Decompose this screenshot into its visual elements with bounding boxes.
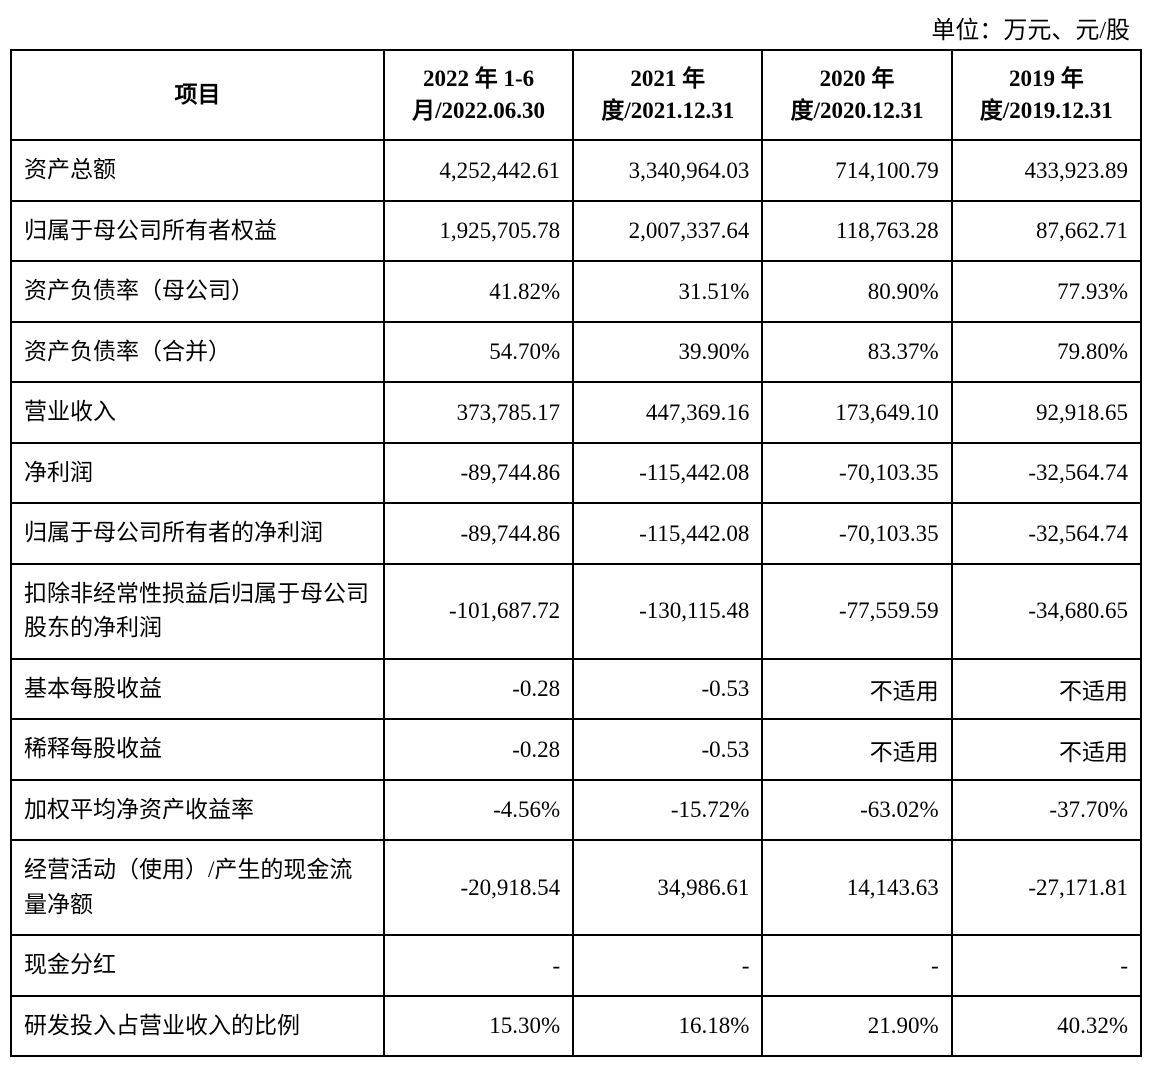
- value-cell: 41.82%: [384, 261, 573, 322]
- value-cell: 16.18%: [573, 996, 762, 1057]
- value-cell: 92,918.65: [952, 382, 1141, 443]
- item-cell: 经营活动（使用）/产生的现金流量净额: [11, 840, 384, 935]
- value-cell: -101,687.72: [384, 564, 573, 659]
- value-cell: -0.28: [384, 659, 573, 720]
- value-cell: 118,763.28: [762, 201, 951, 262]
- value-cell: -0.53: [573, 659, 762, 720]
- value-cell: -37.70%: [952, 780, 1141, 841]
- col-header-2019: 2019 年度/2019.12.31: [952, 50, 1141, 140]
- value-cell: -: [573, 935, 762, 996]
- value-cell: 1,925,705.78: [384, 201, 573, 262]
- value-cell: -: [762, 935, 951, 996]
- item-cell: 归属于母公司所有者权益: [11, 201, 384, 262]
- value-cell: -32,564.74: [952, 443, 1141, 504]
- item-cell: 现金分红: [11, 935, 384, 996]
- value-cell: -70,103.35: [762, 443, 951, 504]
- value-cell: 34,986.61: [573, 840, 762, 935]
- value-cell: -0.53: [573, 719, 762, 780]
- item-cell: 加权平均净资产收益率: [11, 780, 384, 841]
- financial-table: 项目 2022 年 1-6 月/2022.06.30 2021 年度/2021.…: [10, 49, 1142, 1057]
- value-cell: 83.37%: [762, 322, 951, 383]
- value-cell: 不适用: [952, 659, 1141, 720]
- item-cell: 归属于母公司所有者的净利润: [11, 503, 384, 564]
- table-row: 资产负债率（合并） 54.70% 39.90% 83.37% 79.80%: [11, 322, 1141, 383]
- item-cell: 营业收入: [11, 382, 384, 443]
- col-header-2021: 2021 年度/2021.12.31: [573, 50, 762, 140]
- value-cell: 不适用: [762, 719, 951, 780]
- table-row: 稀释每股收益 -0.28 -0.53 不适用 不适用: [11, 719, 1141, 780]
- col-header-2020: 2020 年度/2020.12.31: [762, 50, 951, 140]
- table-row: 营业收入 373,785.17 447,369.16 173,649.10 92…: [11, 382, 1141, 443]
- value-cell: -: [952, 935, 1141, 996]
- value-cell: 不适用: [952, 719, 1141, 780]
- value-cell: 87,662.71: [952, 201, 1141, 262]
- value-cell: 373,785.17: [384, 382, 573, 443]
- value-cell: 79.80%: [952, 322, 1141, 383]
- item-cell: 资产负债率（合并）: [11, 322, 384, 383]
- value-cell: -63.02%: [762, 780, 951, 841]
- item-cell: 稀释每股收益: [11, 719, 384, 780]
- col-header-2022h1: 2022 年 1-6 月/2022.06.30: [384, 50, 573, 140]
- col-header-item: 项目: [11, 50, 384, 140]
- value-cell: -70,103.35: [762, 503, 951, 564]
- value-cell: -20,918.54: [384, 840, 573, 935]
- table-row: 归属于母公司所有者权益 1,925,705.78 2,007,337.64 11…: [11, 201, 1141, 262]
- table-row: 扣除非经常性损益后归属于母公司股东的净利润 -101,687.72 -130,1…: [11, 564, 1141, 659]
- table-row: 加权平均净资产收益率 -4.56% -15.72% -63.02% -37.70…: [11, 780, 1141, 841]
- item-cell: 资产总额: [11, 140, 384, 201]
- value-cell: -89,744.86: [384, 503, 573, 564]
- value-cell: 433,923.89: [952, 140, 1141, 201]
- table-row: 基本每股收益 -0.28 -0.53 不适用 不适用: [11, 659, 1141, 720]
- item-cell: 基本每股收益: [11, 659, 384, 720]
- value-cell: -15.72%: [573, 780, 762, 841]
- value-cell: 80.90%: [762, 261, 951, 322]
- value-cell: -34,680.65: [952, 564, 1141, 659]
- value-cell: -: [384, 935, 573, 996]
- value-cell: 不适用: [762, 659, 951, 720]
- value-cell: 2,007,337.64: [573, 201, 762, 262]
- table-body: 资产总额 4,252,442.61 3,340,964.03 714,100.7…: [11, 140, 1141, 1056]
- value-cell: 14,143.63: [762, 840, 951, 935]
- value-cell: -77,559.59: [762, 564, 951, 659]
- table-row: 资产总额 4,252,442.61 3,340,964.03 714,100.7…: [11, 140, 1141, 201]
- value-cell: -27,171.81: [952, 840, 1141, 935]
- table-header-row: 项目 2022 年 1-6 月/2022.06.30 2021 年度/2021.…: [11, 50, 1141, 140]
- value-cell: 40.32%: [952, 996, 1141, 1057]
- value-cell: 15.30%: [384, 996, 573, 1057]
- value-cell: 173,649.10: [762, 382, 951, 443]
- item-cell: 资产负债率（母公司）: [11, 261, 384, 322]
- value-cell: 447,369.16: [573, 382, 762, 443]
- item-cell: 净利润: [11, 443, 384, 504]
- value-cell: -4.56%: [384, 780, 573, 841]
- value-cell: 54.70%: [384, 322, 573, 383]
- value-cell: 39.90%: [573, 322, 762, 383]
- value-cell: -32,564.74: [952, 503, 1141, 564]
- value-cell: 21.90%: [762, 996, 951, 1057]
- item-cell: 研发投入占营业收入的比例: [11, 996, 384, 1057]
- value-cell: 714,100.79: [762, 140, 951, 201]
- value-cell: 4,252,442.61: [384, 140, 573, 201]
- value-cell: 31.51%: [573, 261, 762, 322]
- table-row: 现金分红 - - - -: [11, 935, 1141, 996]
- value-cell: -89,744.86: [384, 443, 573, 504]
- table-row: 归属于母公司所有者的净利润 -89,744.86 -115,442.08 -70…: [11, 503, 1141, 564]
- value-cell: 77.93%: [952, 261, 1141, 322]
- table-row: 经营活动（使用）/产生的现金流量净额 -20,918.54 34,986.61 …: [11, 840, 1141, 935]
- value-cell: -115,442.08: [573, 443, 762, 504]
- unit-label: 单位：万元、元/股: [10, 10, 1142, 45]
- table-row: 研发投入占营业收入的比例 15.30% 16.18% 21.90% 40.32%: [11, 996, 1141, 1057]
- table-row: 净利润 -89,744.86 -115,442.08 -70,103.35 -3…: [11, 443, 1141, 504]
- value-cell: -130,115.48: [573, 564, 762, 659]
- value-cell: 3,340,964.03: [573, 140, 762, 201]
- table-row: 资产负债率（母公司） 41.82% 31.51% 80.90% 77.93%: [11, 261, 1141, 322]
- value-cell: -0.28: [384, 719, 573, 780]
- value-cell: -115,442.08: [573, 503, 762, 564]
- item-cell: 扣除非经常性损益后归属于母公司股东的净利润: [11, 564, 384, 659]
